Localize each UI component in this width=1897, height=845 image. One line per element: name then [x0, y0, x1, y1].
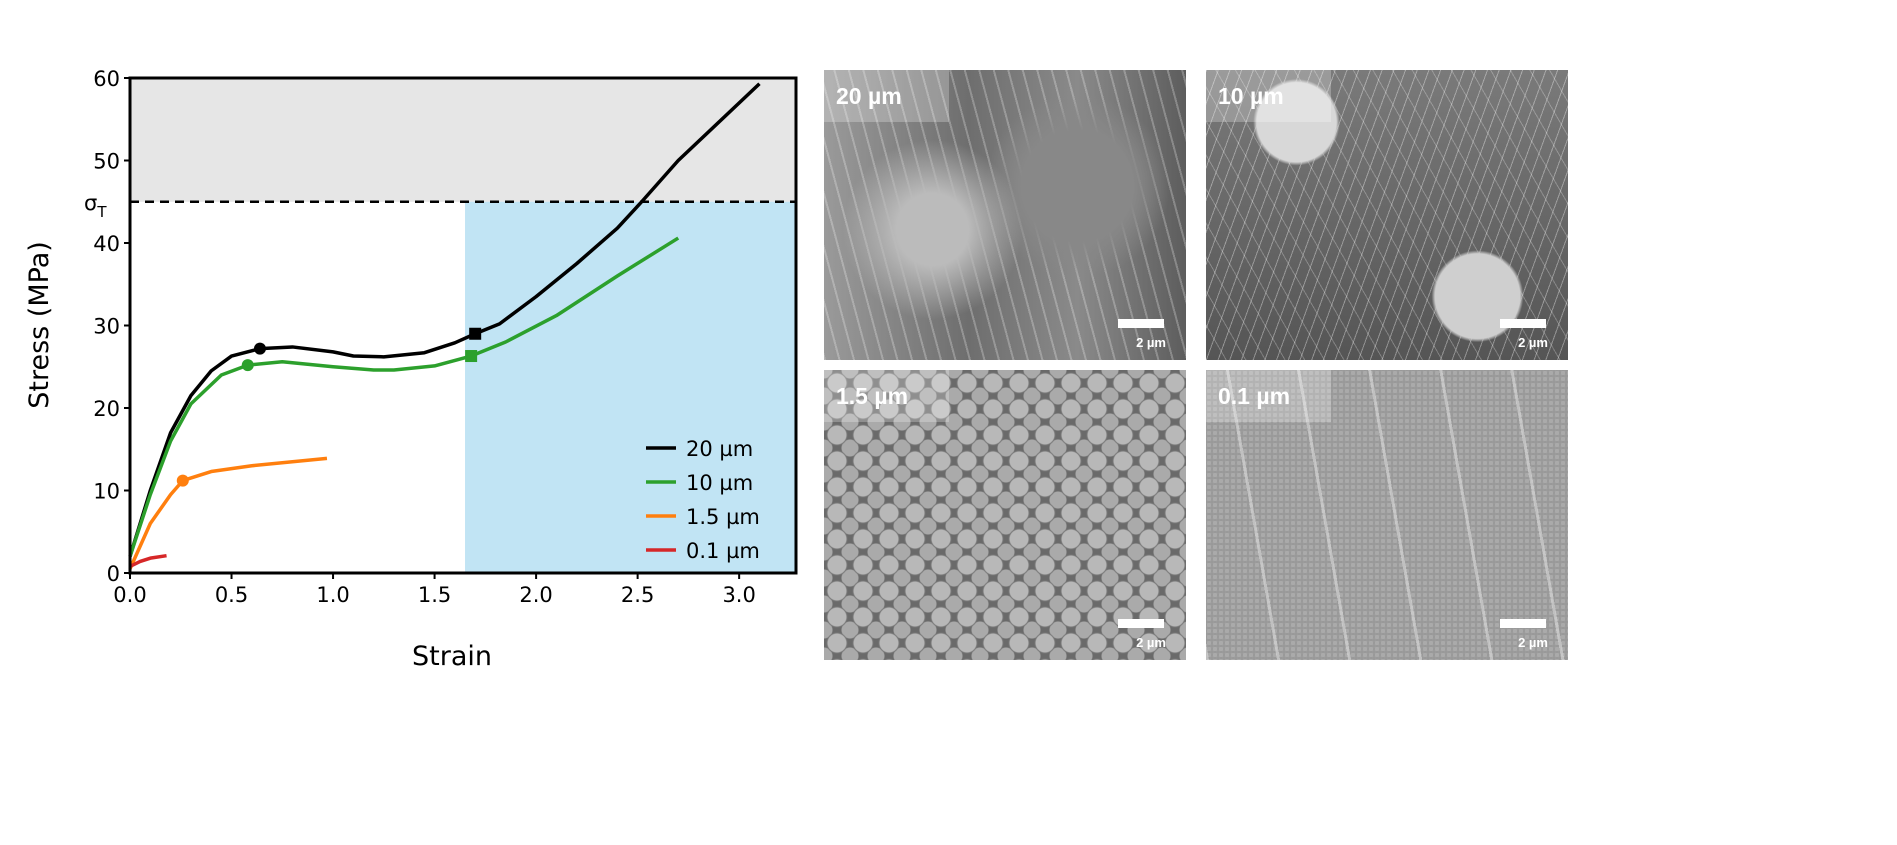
x-tick-label: 1.0: [316, 583, 349, 607]
legend-label: 10 µm: [686, 471, 753, 495]
hardening-onset-marker: [465, 350, 478, 363]
sem-image-0-1um: 0.1 µm 2 µm: [1206, 370, 1568, 660]
sem-image-10um: 10 µm 2 µm: [1206, 70, 1568, 360]
y-axis-label: Stress (MPa): [24, 241, 55, 409]
yield-point-marker: [241, 359, 254, 372]
sem-image-1-5um: 1.5 µm 2 µm: [824, 370, 1186, 660]
x-tick-label: 3.0: [722, 583, 755, 607]
y-tick-label: 30: [93, 315, 120, 339]
y-tick-label: 40: [93, 232, 120, 256]
yield-point-marker: [176, 474, 189, 487]
sem-label: 20 µm: [824, 70, 949, 122]
region-strain-hardening: [465, 201, 796, 573]
series-line: [129, 553, 167, 568]
region-above-threshold: [130, 78, 796, 202]
x-tick-label: 2.5: [621, 583, 654, 607]
sem-image-20um: 20 µm 2 µm: [824, 70, 1186, 360]
x-tick-label: 0.5: [215, 583, 248, 607]
scale-bar: [1500, 319, 1546, 328]
legend-label: 0.1 µm: [686, 539, 760, 563]
series-line: [128, 236, 680, 558]
scale-text: 2 µm: [1136, 635, 1166, 650]
sem-label: 1.5 µm: [824, 370, 949, 422]
legend-label: 1.5 µm: [686, 505, 760, 529]
scale-text: 2 µm: [1136, 335, 1166, 350]
yield-point-marker: [253, 342, 266, 355]
y-tick-label: 0: [107, 562, 120, 586]
stress-strain-chart: 0.0 0.5 1.0 1.5 2.0 2.5 3.0 0 10 20 30 40 50 60 σT 20…: [24, 67, 798, 672]
x-axis-label: Strain: [412, 641, 492, 672]
hardening-onset-marker: [469, 327, 482, 340]
y-tick-label: 60: [93, 67, 120, 91]
x-tick-label: 2.0: [519, 583, 552, 607]
x-tick-label: 0.0: [113, 583, 146, 607]
y-tick-label: 50: [93, 150, 120, 174]
scale-text: 2 µm: [1518, 635, 1548, 650]
sem-label: 10 µm: [1206, 70, 1331, 122]
series-line: [128, 82, 761, 558]
scale-bar: [1118, 319, 1164, 328]
y-tick-label: 20: [93, 397, 120, 421]
scale-bar: [1500, 619, 1546, 628]
y-tick-label: 10: [93, 480, 120, 504]
threshold-label: σT: [84, 191, 107, 221]
x-tick-label: 1.5: [418, 583, 451, 607]
scale-bar: [1118, 619, 1164, 628]
legend-label: 20 µm: [686, 437, 753, 461]
scale-text: 2 µm: [1518, 335, 1548, 350]
sem-label: 0.1 µm: [1206, 370, 1331, 422]
